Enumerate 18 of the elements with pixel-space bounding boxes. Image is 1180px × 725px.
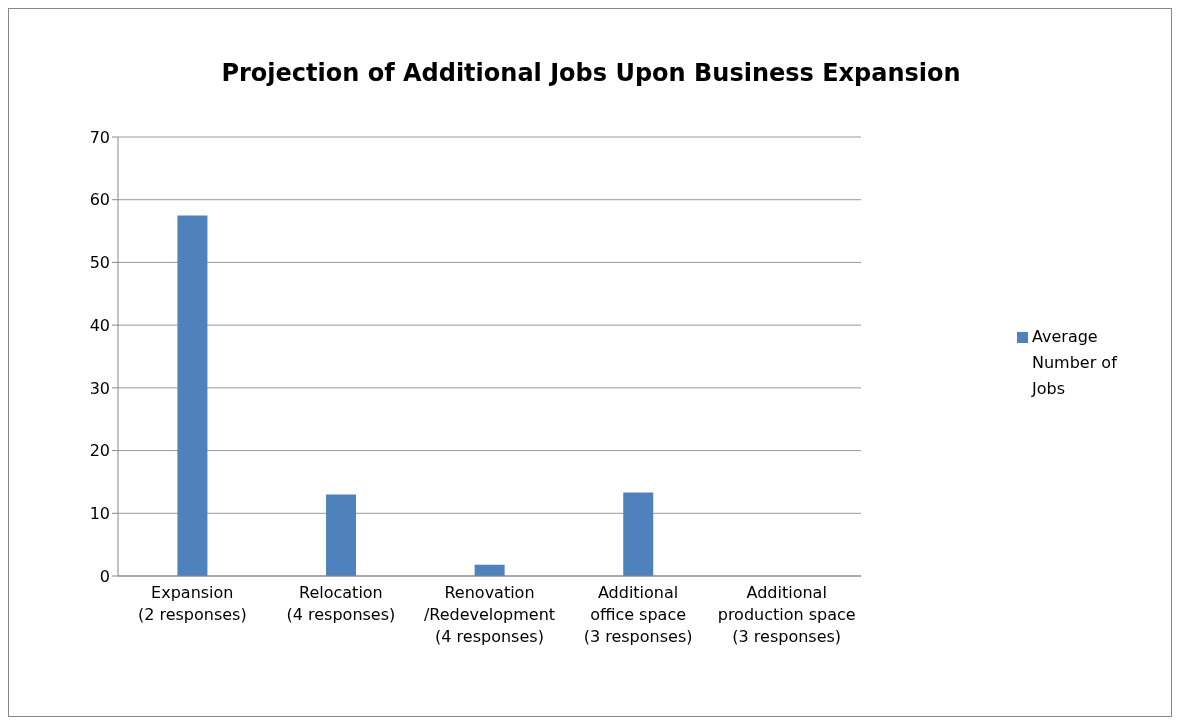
y-tick-label: 50	[89, 253, 110, 273]
x-tick-label: Renovation /Redevelopment (4 responses)	[423, 583, 556, 646]
bar	[177, 215, 208, 576]
x-tick-label: Expansion (2 responses)	[137, 583, 247, 624]
y-tick-label: 40	[89, 315, 110, 335]
y-tick-label: 20	[89, 441, 110, 461]
legend-label: Average Number of Jobs	[1032, 325, 1119, 400]
y-tick-label: 0	[99, 566, 110, 586]
x-tick-label: Relocation (4 responses)	[286, 583, 396, 624]
y-tick-label: 30	[89, 378, 110, 398]
x-tick-label: Additional production space (3 responses)	[717, 583, 856, 646]
bar	[623, 492, 654, 576]
y-tick-label: 70	[89, 127, 110, 147]
y-tick-label: 10	[89, 503, 110, 523]
x-tick-label: Additional office space (3 responses)	[583, 583, 693, 646]
chart-title: Projection of Additional Jobs Upon Business Expansion	[220, 59, 962, 87]
bar	[326, 494, 357, 576]
y-tick-label: 60	[89, 190, 110, 210]
